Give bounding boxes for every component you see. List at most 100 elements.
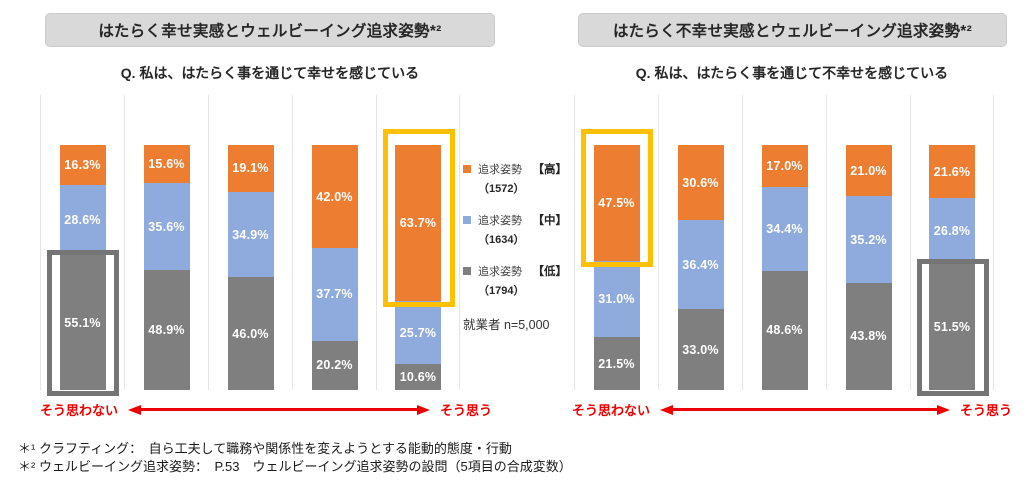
arrow-line [673, 408, 937, 411]
segment-value-label: 16.3% [64, 157, 101, 172]
bar-segment-low: 10.6% [395, 364, 441, 390]
segment-value-label: 35.6% [148, 219, 185, 234]
bar-segment-high: 15.6% [143, 144, 190, 183]
segment-value-label: 17.0% [766, 158, 803, 173]
segment-value-label: 30.6% [682, 175, 719, 190]
axis-label-disagree: そう思わない [572, 403, 651, 418]
bar-column: 17.0% 34.4% 48.6% [742, 95, 826, 390]
segment-value-label: 15.6% [148, 156, 185, 171]
bar-column: 47.5% 31.0% 21.5% [574, 95, 658, 390]
segment-value-label: 34.9% [232, 227, 269, 242]
segment-value-label: 46.0% [232, 326, 269, 341]
segment-value-label: 34.4% [766, 221, 803, 236]
bar-segment-mid: 31.0% [593, 261, 640, 338]
stacked-bar: 17.0% 34.4% 48.6% [761, 145, 808, 390]
bar-segment-mid: 35.6% [143, 182, 190, 271]
bar-segment-high: 16.3% [59, 145, 106, 185]
x-axis: そう思わない そう思う [40, 400, 492, 419]
segment-value-label: 48.9% [148, 323, 185, 338]
chart-happiness: はたらく幸せ実感とウェルビーイング追求姿勢*² Q. 私は、はたらく事を通じて幸… [40, 0, 500, 430]
segment-value-label: 35.2% [850, 232, 887, 247]
segment-value-label: 20.2% [316, 358, 353, 373]
segment-value-label: 43.8% [850, 329, 887, 344]
bar-segment-high: 30.6% [677, 145, 724, 220]
bar-segment-high: 21.6% [929, 145, 975, 199]
bar-segment-high: 21.0% [845, 145, 892, 197]
legend-level: 【低】 [532, 266, 568, 278]
segment-value-label: 28.6% [64, 212, 101, 227]
bar-column: 30.6% 36.4% 33.0% [658, 95, 742, 390]
segment-value-label: 26.8% [933, 224, 971, 238]
bar-column: 21.6% 26.8% 51.5% [910, 95, 994, 396]
bar-segment-mid: 34.9% [227, 191, 274, 278]
bar-segment-mid: 36.4% [677, 219, 724, 310]
bar-segment-low: 33.0% [677, 309, 724, 390]
highlight-box [47, 250, 119, 396]
footnotes: ＊¹ クラフティング： 自ら工夫して職務や関係性を変えようとする能動的態度・行動… [18, 440, 572, 476]
bar-segment-low: 48.9% [143, 270, 190, 390]
stacked-bar: 21.0% 35.2% 43.8% [845, 145, 892, 390]
chart-title: はたらく不幸せ実感とウェルビーイング追求姿勢*² [612, 23, 973, 40]
stacked-bar: 63.7% 25.7% 10.6% [395, 145, 441, 390]
highlight-box [581, 129, 653, 268]
highlight-box [917, 258, 989, 396]
bar-segment-mid: 25.7% [395, 301, 441, 365]
sample-size-note: 就業者 n=5,000 [463, 318, 550, 332]
segment-value-label: 10.6% [399, 370, 437, 385]
bar-segment-low: 55.1% [59, 255, 106, 390]
highlight-box [383, 129, 455, 308]
arrow-line [141, 408, 417, 411]
plot-area: 47.5% 31.0% 21.5% 30.6% 36.4% 33.0% 17.0% 34.4%… [574, 95, 994, 396]
x-axis: そう思わない そう思う [572, 400, 1012, 419]
segment-value-label: 19.1% [232, 161, 269, 176]
bar-column: 21.0% 35.2% 43.8% [826, 95, 910, 390]
bar-segment-mid: 28.6% [59, 184, 106, 256]
stacked-bar: 21.6% 26.8% 51.5% [929, 145, 975, 390]
footnote-1: ＊¹ クラフティング： 自ら工夫して職務や関係性を変えようとする能動的態度・行動 [18, 441, 512, 456]
segment-value-label: 48.6% [766, 323, 803, 338]
segment-value-label: 51.5% [933, 319, 971, 334]
legend-swatch-mid-icon [463, 216, 471, 224]
chart-title: はたらく幸せ実感とウェルビーイング追求姿勢*² [98, 23, 442, 40]
bar-segment-high: 42.0% [311, 145, 358, 249]
axis-label-agree: そう思う [439, 403, 492, 418]
bar-segment-low: 48.6% [761, 270, 808, 390]
segment-value-label: 55.1% [64, 315, 101, 330]
legend-item-high: 追求姿勢 【高】 （1572） [463, 161, 567, 196]
legend-count: （1634） [478, 234, 525, 246]
stacked-bar: 19.1% 34.9% 46.0% [227, 145, 274, 390]
stacked-bar: 15.6% 35.6% 48.9% [143, 144, 190, 390]
legend-label: 追求姿勢 [478, 215, 522, 227]
segment-value-label: 21.0% [850, 163, 887, 178]
segment-value-label: 47.5% [598, 196, 635, 211]
segment-value-label: 42.0% [316, 189, 353, 204]
double-arrow [660, 404, 950, 415]
arrow-right-head [936, 404, 950, 415]
bar-segment-low: 51.5% [929, 263, 975, 390]
bar-segment-high: 63.7% [395, 145, 441, 302]
axis-label-agree: そう思う [959, 403, 1012, 418]
legend-swatch-high-icon [463, 165, 471, 173]
bar-segment-high: 17.0% [761, 145, 808, 187]
legend-level: 【高】 [532, 164, 568, 176]
stacked-bar: 30.6% 36.4% 33.0% [677, 145, 724, 390]
chart-question: Q. 私は、はたらく事を通じて幸せを感じている [120, 65, 420, 81]
bar-column: 63.7% 25.7% 10.6% [376, 95, 460, 390]
arrow-left-head [660, 404, 674, 415]
bar-segment-mid: 35.2% [845, 196, 892, 283]
legend-item-mid: 追求姿勢 【中】 （1634） [463, 212, 567, 247]
segment-value-label: 25.7% [399, 325, 437, 340]
bar-segment-low: 43.8% [845, 282, 892, 390]
bar-segment-low: 21.5% [593, 337, 640, 390]
segment-value-label: 21.6% [933, 164, 971, 179]
legend-swatch-low-icon [463, 267, 471, 275]
arrow-left-head [128, 404, 142, 415]
bar-column: 42.0% 37.7% 20.2% [292, 95, 376, 390]
bar-segment-high: 47.5% [593, 145, 640, 262]
legend: 追求姿勢 【高】 （1572） 追求姿勢 【中】 （1634） 追求姿勢 【低】… [463, 161, 567, 333]
bar-column: 15.6% 35.6% 48.9% [124, 95, 208, 390]
arrow-right-head [416, 404, 430, 415]
legend-label: 追求姿勢 [478, 164, 522, 176]
legend-count: （1572） [478, 183, 525, 195]
